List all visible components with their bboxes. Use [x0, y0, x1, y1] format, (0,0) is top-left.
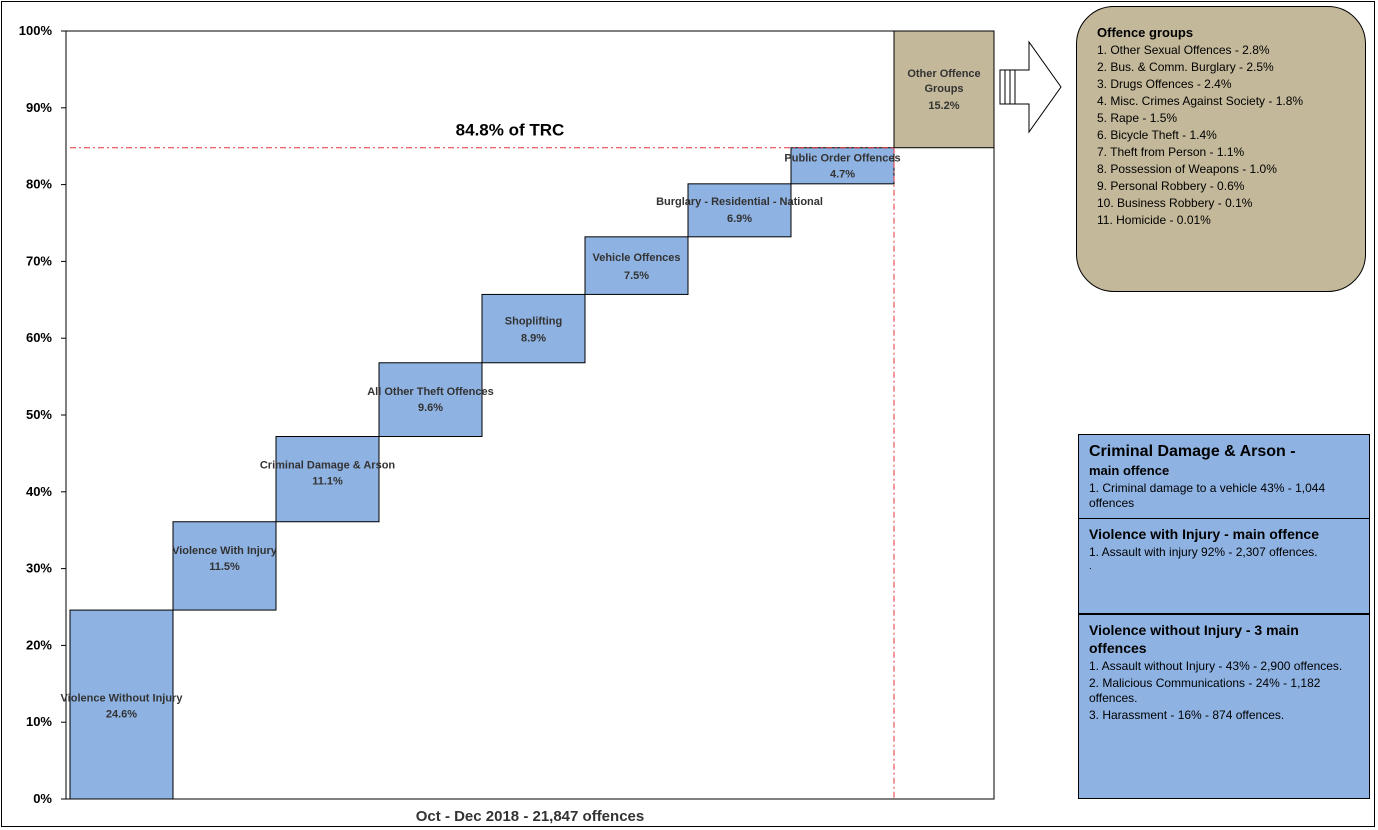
bar: [481, 293, 586, 364]
bar: [687, 183, 792, 238]
reference-line-label: 84.8% of TRC: [456, 121, 565, 140]
offence-groups-list: 1. Other Sexual Offences - 2.8% 2. Bus. &…: [1097, 42, 1355, 229]
violence-with-injury-box: Violence with Injury - main offence 1. A…: [1078, 518, 1370, 614]
offence-group-item: 1. Other Sexual Offences - 2.8%: [1097, 43, 1270, 57]
offence-group-item: 11. Homicide - 0.01%: [1097, 213, 1211, 227]
violence-without-injury-item-1: 1. Assault without Injury - 43% - 2,900 …: [1089, 659, 1343, 673]
bar-value-label: 24.6%: [106, 709, 137, 721]
y-tick-label: 20%: [26, 637, 52, 652]
bar-name-label: Violence With Injury: [172, 545, 278, 557]
x-axis-label: Oct - Dec 2018 - 21,847 offences: [416, 808, 644, 825]
violence-without-injury-title: Violence without Injury - 3 main offence…: [1089, 622, 1299, 656]
bar: [69, 609, 174, 800]
y-tick-label: 90%: [26, 100, 52, 115]
violence-without-injury-item-2: 2. Malicious Communications - 24% - 1,18…: [1089, 676, 1321, 705]
criminal-damage-item: 1. Criminal damage to a vehicle 43% - 1,…: [1089, 481, 1326, 510]
offence-groups-panel: Offence groups 1. Other Sexual Offences …: [1076, 6, 1366, 292]
y-tick-label: 40%: [26, 484, 52, 499]
violence-with-injury-dot: .: [1089, 561, 1092, 572]
y-tick-label: 0%: [33, 791, 52, 806]
bar: [172, 521, 277, 611]
offence-group-item: 8. Possession of Weapons - 1.0%: [1097, 162, 1277, 176]
offence-group-item: 4. Misc. Crimes Against Society - 1.8%: [1097, 94, 1304, 108]
bar-name-label: Other Offence: [907, 68, 980, 80]
bar-value-label: 9.6%: [418, 402, 443, 414]
y-tick-label: 60%: [26, 330, 52, 345]
violence-without-injury-item-3: 3. Harassment - 16% - 874 offences.: [1089, 708, 1285, 722]
bar: [893, 30, 995, 149]
offence-group-item: 2. Bus. & Comm. Burglary - 2.5%: [1097, 60, 1274, 74]
bar-value-label: 11.1%: [312, 476, 343, 488]
criminal-damage-subtitle: main offence: [1089, 463, 1170, 478]
bar: [378, 362, 483, 438]
y-tick-label: 70%: [26, 253, 52, 268]
violence-without-injury-box: Violence without Injury - 3 main offence…: [1078, 614, 1370, 799]
offence-group-item: 3. Drugs Offences - 2.4%: [1097, 77, 1232, 91]
bar-name-label: Shoplifting: [505, 315, 562, 327]
violence-with-injury-item: 1. Assault with injury 92% - 2,307 offen…: [1089, 545, 1318, 559]
bar-name-label: All Other Theft Offences: [367, 386, 494, 398]
offence-group-item: 7. Theft from Person - 1.1%: [1097, 145, 1245, 159]
bar-name-label: Public Order Offences: [784, 153, 900, 165]
bar-value-label: 4.7%: [830, 169, 855, 181]
y-tick-label: 30%: [26, 561, 52, 576]
bar-value-label: 6.9%: [727, 213, 752, 225]
bar-name-label: Burglary - Residential - National: [656, 196, 823, 208]
arrow-icon: [999, 40, 1062, 134]
offence-group-item: 6. Bicycle Theft - 1.4%: [1097, 128, 1217, 142]
bar-name-label: Violence Without Injury: [61, 693, 184, 705]
bar-value-label: 8.9%: [521, 332, 546, 344]
criminal-damage-title: Criminal Damage & Arson -: [1089, 443, 1296, 460]
bar: [584, 236, 689, 295]
offence-groups-title: Offence groups: [1097, 25, 1194, 40]
bar-name-label: Criminal Damage & Arson: [260, 460, 396, 472]
bar-name-label: Vehicle Offences: [592, 252, 680, 264]
y-tick-label: 50%: [26, 407, 52, 422]
plot-area: [65, 30, 995, 800]
bar-name-label: Groups: [924, 83, 963, 95]
offence-group-item: 9. Personal Robbery - 0.6%: [1097, 179, 1245, 193]
y-tick-label: 80%: [26, 177, 52, 192]
bar-value-label: 11.5%: [209, 561, 240, 573]
bar-value-label: 7.5%: [624, 270, 649, 282]
y-tick-label: 10%: [26, 714, 52, 729]
offence-group-item: 10. Business Robbery - 0.1%: [1097, 196, 1253, 210]
criminal-damage-box: Criminal Damage & Arson - main offence 1…: [1078, 434, 1370, 521]
y-tick-label: 100%: [19, 23, 53, 38]
bar: [275, 436, 380, 523]
offence-group-item: 5. Rape - 1.5%: [1097, 111, 1178, 125]
violence-with-injury-title: Violence with Injury - main offence: [1089, 526, 1320, 542]
bar-value-label: 15.2%: [928, 100, 959, 112]
